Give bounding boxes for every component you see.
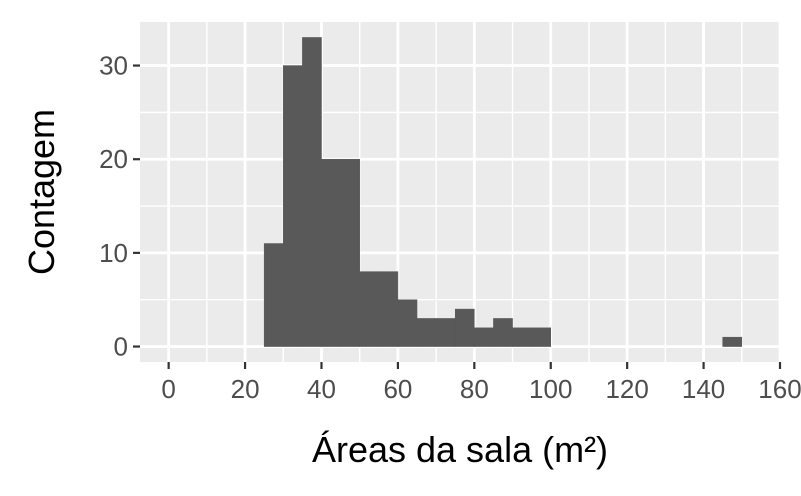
histogram-bar: [474, 327, 494, 347]
histogram-bar: [321, 158, 341, 347]
y-tick-label: 0: [114, 332, 128, 362]
y-axis-title: Contagem: [21, 109, 62, 275]
y-tick-label: 30: [99, 51, 128, 81]
plot-panel: [140, 22, 780, 362]
histogram-bars: [263, 37, 743, 347]
histogram-bar: [512, 327, 532, 347]
histogram-bar: [531, 327, 551, 347]
x-tick-label: 100: [529, 374, 572, 404]
x-tick-label: 60: [383, 374, 412, 404]
y-tick-label: 20: [99, 144, 128, 174]
histogram-bar: [340, 158, 360, 347]
x-tick-label: 120: [605, 374, 648, 404]
histogram-bar: [722, 336, 743, 347]
x-tick-label: 40: [307, 374, 336, 404]
x-tick-label: 0: [161, 374, 175, 404]
y-tick-label: 10: [99, 238, 128, 268]
x-tick-label: 80: [460, 374, 489, 404]
x-axis: 0 20 40 60 80 100 120 140 160: [161, 362, 801, 404]
histogram-bar: [454, 308, 475, 347]
y-axis: 0 10 20 30: [99, 51, 140, 362]
histogram-bar: [416, 318, 437, 347]
histogram-bar: [263, 243, 284, 347]
histogram-bar: [283, 65, 303, 347]
x-tick-label: 160: [758, 374, 801, 404]
x-axis-title: Áreas da sala (m²): [312, 429, 608, 470]
histogram-bar: [435, 318, 456, 347]
histogram-bar: [397, 299, 418, 347]
x-tick-label: 20: [231, 374, 260, 404]
histogram-bar: [493, 318, 513, 347]
histogram-bar: [302, 37, 322, 347]
x-tick-label: 140: [682, 374, 725, 404]
histogram-bar: [378, 271, 399, 347]
histogram-bar: [359, 271, 380, 347]
